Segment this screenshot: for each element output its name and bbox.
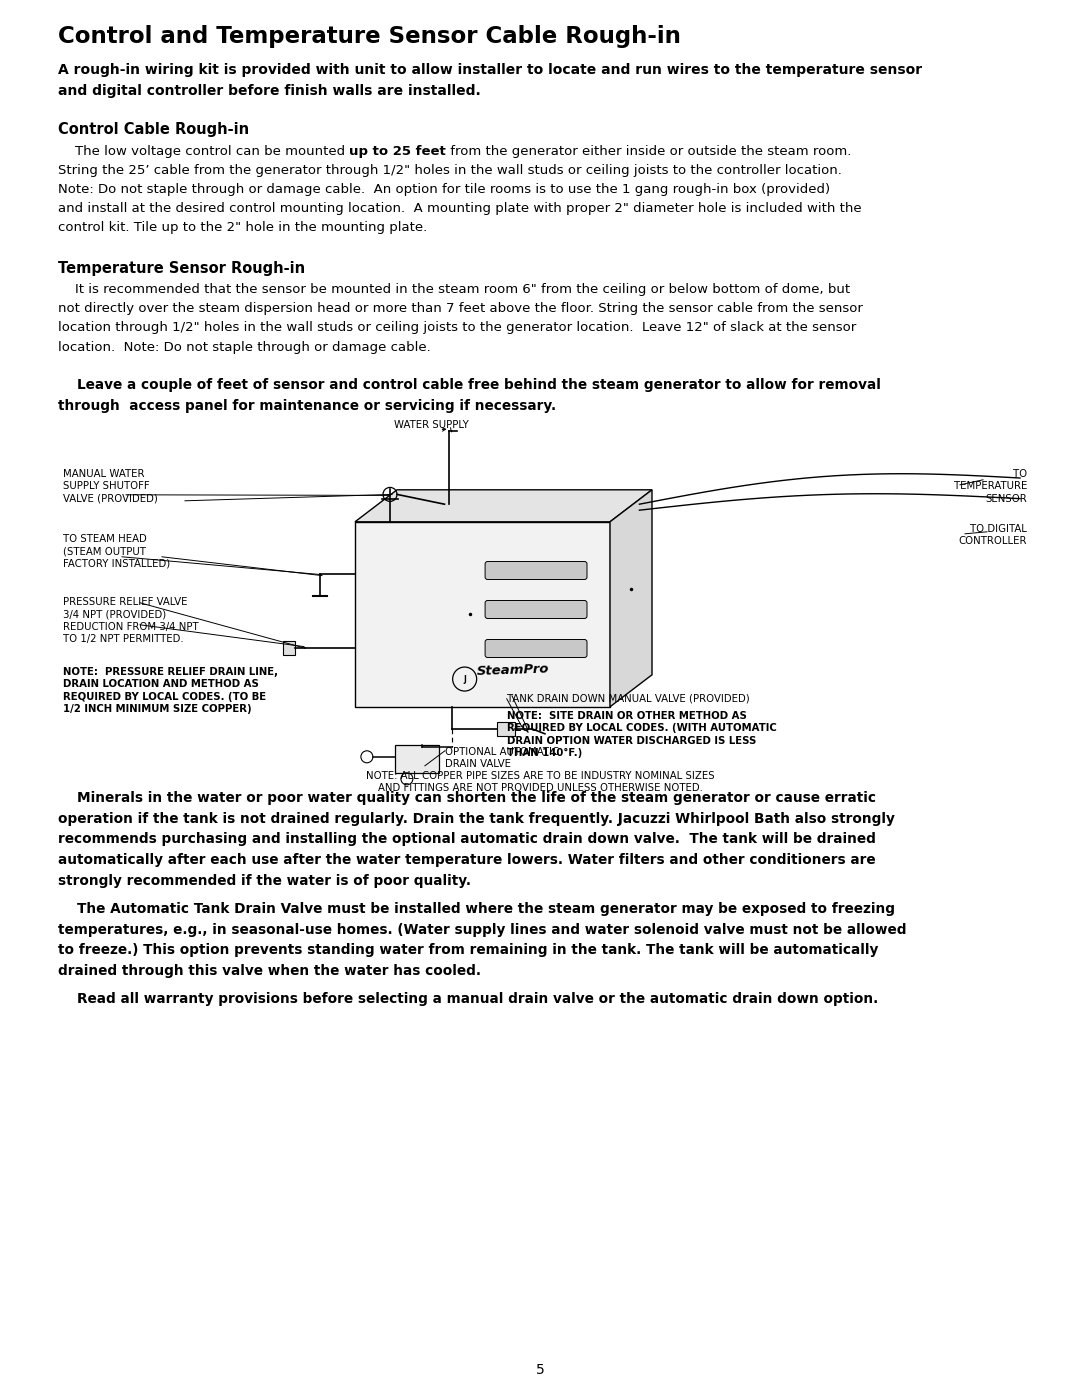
Text: 5: 5 bbox=[536, 1363, 544, 1377]
FancyBboxPatch shape bbox=[485, 562, 588, 580]
Bar bbox=[497, 722, 515, 736]
Text: String the 25’ cable from the generator through 1/2" holes in the wall studs or : String the 25’ cable from the generator … bbox=[58, 163, 842, 176]
FancyBboxPatch shape bbox=[485, 601, 588, 619]
Bar bbox=[395, 745, 438, 773]
Text: to freeze.) This option prevents standing water from remaining in the tank. The : to freeze.) This option prevents standin… bbox=[58, 943, 878, 957]
Text: Minerals in the water or poor water quality can shorten the life of the steam ge: Minerals in the water or poor water qual… bbox=[58, 791, 876, 805]
Text: Read all warranty provisions before selecting a manual drain valve or the automa: Read all warranty provisions before sele… bbox=[58, 992, 878, 1006]
Text: NOTE:  SITE DRAIN OR OTHER METHOD AS
REQUIRED BY LOCAL CODES. (WITH AUTOMATIC
DR: NOTE: SITE DRAIN OR OTHER METHOD AS REQU… bbox=[507, 711, 777, 759]
Text: The Automatic Tank Drain Valve must be installed where the steam generator may b: The Automatic Tank Drain Valve must be i… bbox=[58, 902, 895, 916]
Text: and install at the desired control mounting location.  A mounting plate with pro: and install at the desired control mount… bbox=[58, 203, 862, 215]
Text: TO DIGITAL
CONTROLLER: TO DIGITAL CONTROLLER bbox=[959, 524, 1027, 546]
Text: PRESSURE RELIEF VALVE
3/4 NPT (PROVIDED)
REDUCTION FROM 3/4 NPT
TO 1/2 NPT PERMI: PRESSURE RELIEF VALVE 3/4 NPT (PROVIDED)… bbox=[63, 597, 199, 644]
Text: control kit. Tile up to the 2" hole in the mounting plate.: control kit. Tile up to the 2" hole in t… bbox=[58, 221, 428, 235]
Text: NOTE: ALL COPPER PIPE SIZES ARE TO BE INDUSTRY NOMINAL SIZES
AND FITTINGS ARE NO: NOTE: ALL COPPER PIPE SIZES ARE TO BE IN… bbox=[366, 771, 714, 793]
Text: It is recommended that the sensor be mounted in the steam room 6" from the ceili: It is recommended that the sensor be mou… bbox=[58, 284, 850, 296]
Bar bbox=[283, 641, 295, 655]
Polygon shape bbox=[610, 490, 652, 707]
Text: TO STEAM HEAD
(STEAM OUTPUT
FACTORY INSTALLED): TO STEAM HEAD (STEAM OUTPUT FACTORY INST… bbox=[63, 534, 171, 569]
Text: location.  Note: Do not staple through or damage cable.: location. Note: Do not staple through or… bbox=[58, 341, 431, 353]
Text: Temperature Sensor Rough-in: Temperature Sensor Rough-in bbox=[58, 260, 306, 275]
Text: MANUAL WATER
SUPPLY SHUTOFF
VALVE (PROVIDED): MANUAL WATER SUPPLY SHUTOFF VALVE (PROVI… bbox=[63, 469, 158, 503]
Text: Note: Do not staple through or damage cable.  An option for tile rooms is to use: Note: Do not staple through or damage ca… bbox=[58, 183, 831, 196]
Text: Leave a couple of feet of sensor and control cable free behind the steam generat: Leave a couple of feet of sensor and con… bbox=[58, 377, 881, 391]
Text: strongly recommended if the water is of poor quality.: strongly recommended if the water is of … bbox=[58, 875, 471, 888]
Bar bbox=[355, 522, 610, 707]
Text: temperatures, e.g., in seasonal-use homes. (Water supply lines and water solenoi: temperatures, e.g., in seasonal-use home… bbox=[58, 922, 906, 936]
Polygon shape bbox=[355, 490, 652, 522]
Text: SteamPro: SteamPro bbox=[476, 662, 550, 678]
Text: drained through this valve when the water has cooled.: drained through this valve when the wate… bbox=[58, 964, 481, 978]
Text: not directly over the steam dispersion head or more than 7 feet above the floor.: not directly over the steam dispersion h… bbox=[58, 302, 863, 316]
Text: J: J bbox=[463, 675, 467, 683]
Text: location through 1/2" holes in the wall studs or ceiling joists to the generator: location through 1/2" holes in the wall … bbox=[58, 321, 856, 334]
Text: automatically after each use after the water temperature lowers. Water filters a: automatically after each use after the w… bbox=[58, 854, 876, 868]
Text: TANK DRAIN DOWN MANUAL VALVE (PROVIDED): TANK DRAIN DOWN MANUAL VALVE (PROVIDED) bbox=[507, 694, 750, 704]
Text: WATER SUPPLY: WATER SUPPLY bbox=[394, 420, 469, 430]
Text: operation if the tank is not drained regularly. Drain the tank frequently. Jacuz: operation if the tank is not drained reg… bbox=[58, 812, 895, 826]
Text: NOTE:  PRESSURE RELIEF DRAIN LINE,
DRAIN LOCATION AND METHOD AS
REQUIRED BY LOCA: NOTE: PRESSURE RELIEF DRAIN LINE, DRAIN … bbox=[63, 666, 278, 714]
Text: and digital controller before finish walls are installed.: and digital controller before finish wal… bbox=[58, 84, 481, 98]
Text: recommends purchasing and installing the optional automatic drain down valve.  T: recommends purchasing and installing the… bbox=[58, 833, 876, 847]
Text: Control and Temperature Sensor Cable Rough-in: Control and Temperature Sensor Cable Rou… bbox=[58, 25, 680, 47]
Text: Control Cable Rough-in: Control Cable Rough-in bbox=[58, 122, 249, 137]
FancyBboxPatch shape bbox=[485, 640, 588, 658]
Text: A rough-in wiring kit is provided with unit to allow installer to locate and run: A rough-in wiring kit is provided with u… bbox=[58, 63, 922, 77]
Text: TO
TEMPERATURE
SENSOR: TO TEMPERATURE SENSOR bbox=[954, 469, 1027, 503]
Text: through  access panel for maintenance or servicing if necessary.: through access panel for maintenance or … bbox=[58, 400, 556, 414]
Text: up to 25 feet: up to 25 feet bbox=[349, 144, 446, 158]
Text: from the generator either inside or outside the steam room.: from the generator either inside or outs… bbox=[446, 144, 851, 158]
Text: The low voltage control can be mounted: The low voltage control can be mounted bbox=[58, 144, 349, 158]
Text: OPTIONAL AUTOMATIC
DRAIN VALVE: OPTIONAL AUTOMATIC DRAIN VALVE bbox=[445, 747, 559, 770]
